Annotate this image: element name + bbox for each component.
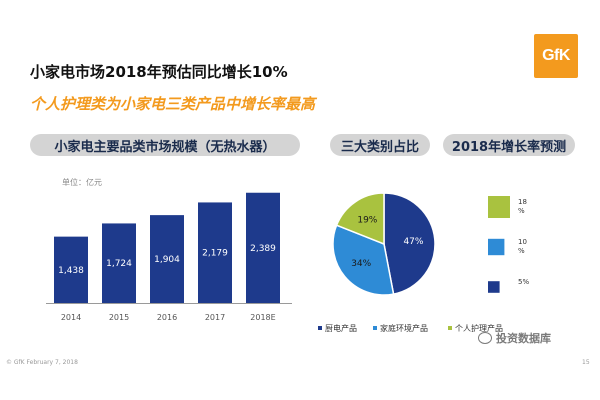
growth-square — [488, 238, 505, 256]
bar-value-label: 1,438 — [58, 266, 84, 276]
bar-value-label: 1,724 — [106, 259, 132, 269]
growth-label: 5% — [518, 278, 529, 286]
growth-chart: 18%10%5% — [488, 196, 529, 293]
growth-label: 10 — [518, 238, 527, 246]
pie-slice-label: 19% — [357, 216, 377, 226]
legend-swatch — [448, 326, 452, 330]
legend-swatch — [373, 326, 377, 330]
unit-label: 单位：亿元 — [62, 178, 102, 187]
bar-category-label: 2017 — [205, 313, 225, 322]
pie-slice-label: 47% — [403, 237, 423, 247]
bar-category-label: 2018E — [250, 313, 275, 322]
growth-square — [488, 196, 510, 218]
bar-2017 — [198, 202, 232, 303]
bar-category-label: 2015 — [109, 313, 129, 322]
bar-category-label: 2016 — [157, 313, 177, 322]
pie-chart: 47% 34% 19% 厨电产品 家庭环境产品 个人护理产品 — [318, 192, 503, 333]
growth-label: 18 — [518, 198, 527, 206]
bar-value-label: 1,904 — [154, 255, 180, 265]
pie-slice-1 — [332, 224, 395, 296]
watermark: 投资数据库 — [478, 330, 551, 346]
growth-label: % — [518, 207, 525, 215]
growth-heading: 2018年增长率预测 — [443, 134, 575, 156]
bar-2016 — [150, 215, 184, 303]
legend-label: 个人护理产品 — [455, 323, 503, 333]
bar-category-label: 2014 — [61, 313, 81, 322]
page-title: 小家电市场2018年预估同比增长10% — [30, 63, 288, 81]
gfk-logo: GfK — [534, 34, 578, 78]
bar-2014 — [54, 236, 88, 303]
page-number: 15 — [582, 359, 590, 366]
bar-value-label: 2,389 — [250, 244, 276, 254]
legend-swatch — [318, 326, 322, 330]
bar-chart: 1,438 2014 1,724 2015 1,904 2016 2,179 2017 2,38… — [46, 192, 292, 322]
pie-slice-label: 34% — [351, 259, 371, 269]
growth-label: % — [518, 247, 525, 255]
pie-slice-0 — [383, 192, 436, 295]
bar-2015 — [102, 223, 136, 303]
pie-chart-heading: 三大类别占比 — [330, 134, 430, 156]
legend-label: 厨电产品 — [325, 323, 357, 333]
wechat-icon — [478, 332, 492, 344]
pie-slice-2 — [335, 192, 385, 246]
legend-label: 家庭环境产品 — [380, 323, 428, 333]
footer-copyright: © GfK February 7, 2018 — [6, 359, 78, 366]
bar-chart-heading: 小家电主要品类市场规模（无热水器） — [30, 134, 300, 156]
growth-square — [488, 281, 500, 293]
bar-value-label: 2,179 — [202, 249, 228, 259]
page-subtitle: 个人护理类为小家电三类产品中增长率最高 — [30, 95, 316, 113]
bar-2018E — [246, 192, 280, 303]
